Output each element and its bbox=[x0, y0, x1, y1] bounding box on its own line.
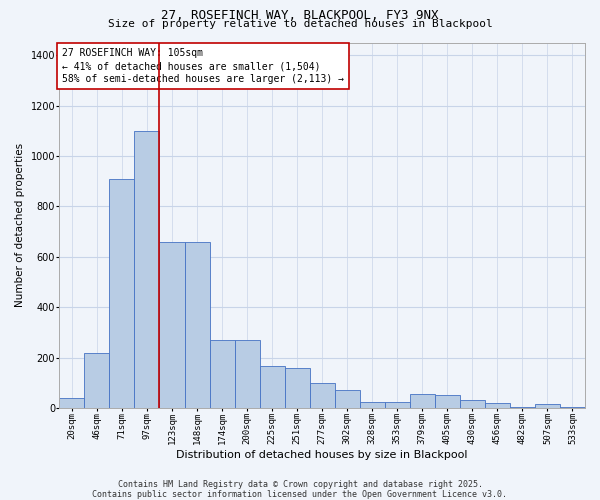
Bar bbox=[435, 396, 460, 408]
Bar bbox=[460, 400, 485, 408]
Bar bbox=[560, 407, 585, 408]
X-axis label: Distribution of detached houses by size in Blackpool: Distribution of detached houses by size … bbox=[176, 450, 468, 460]
Text: 27, ROSEFINCH WAY, BLACKPOOL, FY3 9NX: 27, ROSEFINCH WAY, BLACKPOOL, FY3 9NX bbox=[161, 9, 439, 22]
Bar bbox=[85, 352, 109, 408]
Bar bbox=[109, 178, 134, 408]
Bar bbox=[510, 407, 535, 408]
Text: Contains HM Land Registry data © Crown copyright and database right 2025.
Contai: Contains HM Land Registry data © Crown c… bbox=[92, 480, 508, 499]
Bar bbox=[310, 383, 335, 408]
Bar bbox=[410, 394, 435, 408]
Bar bbox=[160, 242, 185, 408]
Bar bbox=[134, 130, 160, 408]
Bar bbox=[209, 340, 235, 408]
Bar bbox=[59, 398, 85, 408]
Bar bbox=[284, 368, 310, 408]
Y-axis label: Number of detached properties: Number of detached properties bbox=[15, 143, 25, 308]
Bar bbox=[260, 366, 284, 408]
Bar bbox=[185, 242, 209, 408]
Bar bbox=[235, 340, 260, 408]
Bar bbox=[335, 390, 360, 408]
Bar bbox=[385, 402, 410, 408]
Text: Size of property relative to detached houses in Blackpool: Size of property relative to detached ho… bbox=[107, 19, 493, 29]
Bar bbox=[485, 403, 510, 408]
Bar bbox=[535, 404, 560, 408]
Text: 27 ROSEFINCH WAY: 105sqm
← 41% of detached houses are smaller (1,504)
58% of sem: 27 ROSEFINCH WAY: 105sqm ← 41% of detach… bbox=[62, 48, 344, 84]
Bar bbox=[360, 402, 385, 408]
